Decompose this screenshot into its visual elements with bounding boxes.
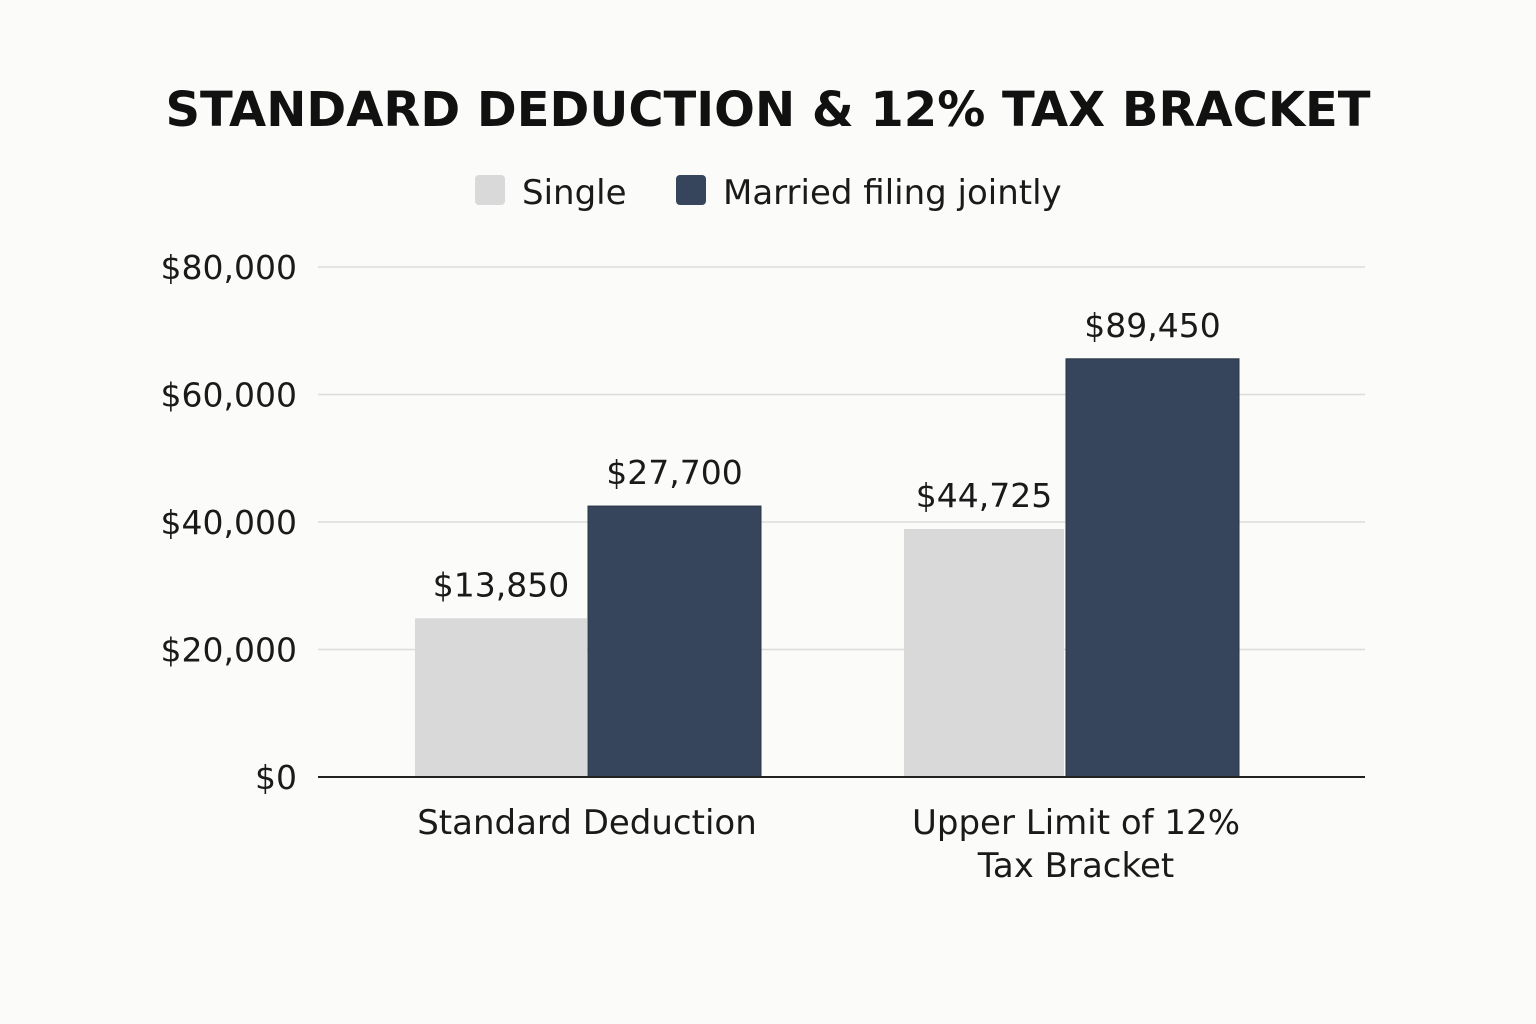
y-tick-label: $40,000 <box>161 503 297 542</box>
y-tick-label: $20,000 <box>161 631 297 670</box>
data-label: $27,700 <box>606 453 742 492</box>
chart-title: STANDARD DEDUCTION & 12% TAX BRACKET <box>165 82 1370 138</box>
legend: Single Married filing jointly <box>475 173 1062 213</box>
category-label: Upper Limit of 12% <box>912 803 1240 843</box>
bar <box>415 618 587 777</box>
data-label: $89,450 <box>1084 306 1220 345</box>
data-label: $13,850 <box>433 565 569 604</box>
y-axis: $0 $20,000 $40,000 $60,000 $80,000 <box>161 248 297 797</box>
legend-swatch <box>475 175 505 205</box>
y-tick-label: $0 <box>255 758 297 797</box>
legend-label: Married filing jointly <box>723 173 1062 213</box>
category-label: Tax Bracket <box>977 846 1174 886</box>
category-label: Standard Deduction <box>417 803 757 843</box>
bars: $13,850 $27,700 $44,725 $89,450 <box>415 306 1240 778</box>
data-label: $44,725 <box>916 476 1052 515</box>
legend-swatch <box>676 175 706 205</box>
y-tick-label: $60,000 <box>161 376 297 415</box>
bar <box>587 505 762 778</box>
bar <box>1065 358 1240 778</box>
x-axis: Standard Deduction Upper Limit of 12%Tax … <box>318 776 1365 886</box>
legend-label: Single <box>522 173 627 213</box>
y-tick-label: $80,000 <box>161 248 297 287</box>
bar <box>904 529 1064 777</box>
